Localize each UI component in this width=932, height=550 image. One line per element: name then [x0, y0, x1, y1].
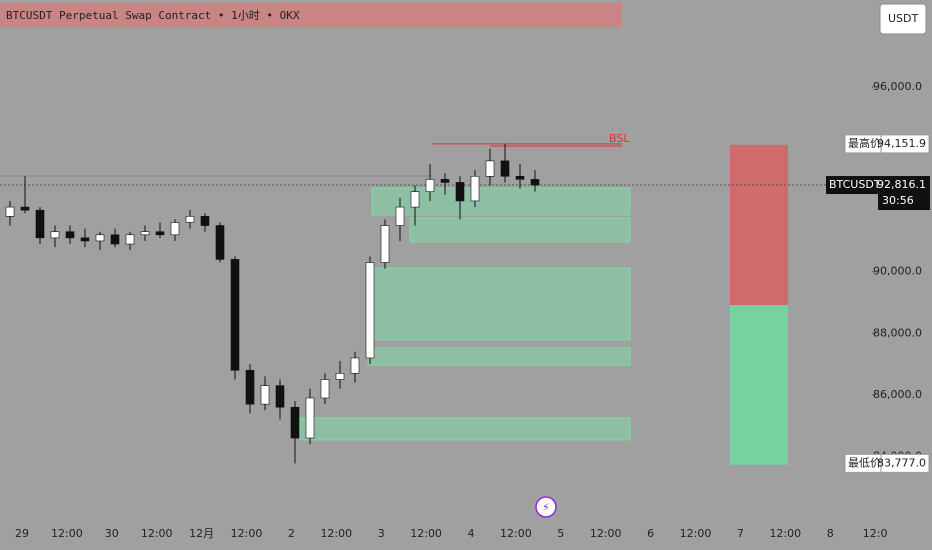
candle-body [530, 179, 540, 186]
order-block-zone [371, 267, 631, 341]
candle-body [35, 209, 45, 239]
candle-body [425, 179, 435, 192]
candle-body [275, 385, 285, 408]
currency-button[interactable] [879, 3, 927, 35]
x-tick-label: 4 [468, 527, 475, 540]
x-tick-label: 12:00 [680, 527, 712, 540]
candle-body [515, 175, 525, 180]
candle-body [245, 369, 255, 405]
candle-body [485, 160, 495, 177]
x-tick-label: 2 [288, 527, 295, 540]
x-tick-label: 12:00 [231, 527, 263, 540]
candle-body [110, 234, 120, 245]
candle-body [320, 379, 330, 399]
candle-body [395, 206, 405, 226]
x-tick-label: 5 [557, 527, 564, 540]
candle-body [95, 234, 105, 242]
event-icon[interactable] [535, 496, 557, 518]
last-price-value: 92,816.1 [877, 178, 926, 191]
countdown: 30:56 [882, 194, 914, 207]
x-tick-label: 3 [378, 527, 385, 540]
header-bar [0, 3, 622, 28]
candle-body [5, 206, 15, 217]
price-marker-value-box [880, 134, 930, 154]
candle-body [335, 373, 345, 380]
candle-body [500, 160, 510, 177]
candle-body [125, 234, 135, 245]
x-tick-label: 7 [737, 527, 744, 540]
candle-body [140, 231, 150, 236]
x-tick-label: 30 [105, 527, 119, 540]
candle-body [440, 179, 450, 183]
candle-body [20, 206, 30, 211]
x-tick-label: 12月 [189, 527, 214, 540]
target-zone [730, 304, 788, 465]
order-block-zone [409, 217, 631, 243]
candle-body [155, 231, 165, 236]
x-tick-label: 12:00 [320, 527, 352, 540]
price-marker-value: 94,151.9 [877, 137, 926, 150]
liquidity-label: BSL [609, 132, 630, 145]
x-tick-label: 12:00 [410, 527, 442, 540]
last-symbol-box [826, 176, 878, 195]
x-tick-label: 12:0 [863, 527, 888, 540]
candle-body [305, 397, 315, 439]
candle-body [65, 231, 75, 239]
currency-button-label[interactable]: USDT [888, 12, 919, 25]
x-tick-label: 12:00 [500, 527, 532, 540]
order-block-zone [299, 417, 631, 441]
candle-body [260, 385, 270, 405]
x-tick-label: 8 [827, 527, 834, 540]
candle-body [455, 182, 465, 202]
candle-body [470, 175, 480, 202]
candle-body [185, 216, 195, 223]
candle-body [215, 225, 225, 260]
order-block-zone [367, 347, 631, 366]
x-tick-label: 12:00 [590, 527, 622, 540]
event-icon-glyph: ⚡ [542, 501, 550, 514]
candle-body [230, 259, 240, 371]
price-marker-title: 最低价 [848, 456, 881, 469]
x-tick-label: 12:00 [141, 527, 173, 540]
price-marker-value-box [880, 453, 930, 473]
x-tick-label: 12:00 [769, 527, 801, 540]
x-tick-label: 6 [647, 527, 654, 540]
price-marker-title: 最高价 [848, 136, 881, 150]
candle-body [410, 191, 420, 208]
candle-body [80, 237, 90, 242]
candle-body [350, 357, 360, 374]
candle-body [365, 262, 375, 359]
x-tick-label: 12:00 [51, 527, 83, 540]
last-symbol: BTCUSDT.P [829, 178, 890, 191]
candle-body [50, 231, 60, 239]
candle-body [380, 225, 390, 263]
header-title: BTCUSDT Perpetual Swap Contract • 1小时 • … [6, 9, 300, 22]
candle-body [200, 216, 210, 226]
stop-zone [730, 144, 788, 305]
candle-body [170, 222, 180, 236]
last-price-box [878, 176, 930, 211]
x-tick-label: 29 [15, 527, 29, 540]
candle-body [290, 406, 300, 439]
y-tick-label: 90,000.0 [873, 265, 922, 278]
price-marker-value: 83,777.0 [877, 456, 926, 469]
y-tick-label: 88,000.0 [873, 326, 922, 339]
y-tick-label: 96,000.0 [873, 80, 922, 93]
y-tick-label: 86,000.0 [873, 388, 922, 401]
